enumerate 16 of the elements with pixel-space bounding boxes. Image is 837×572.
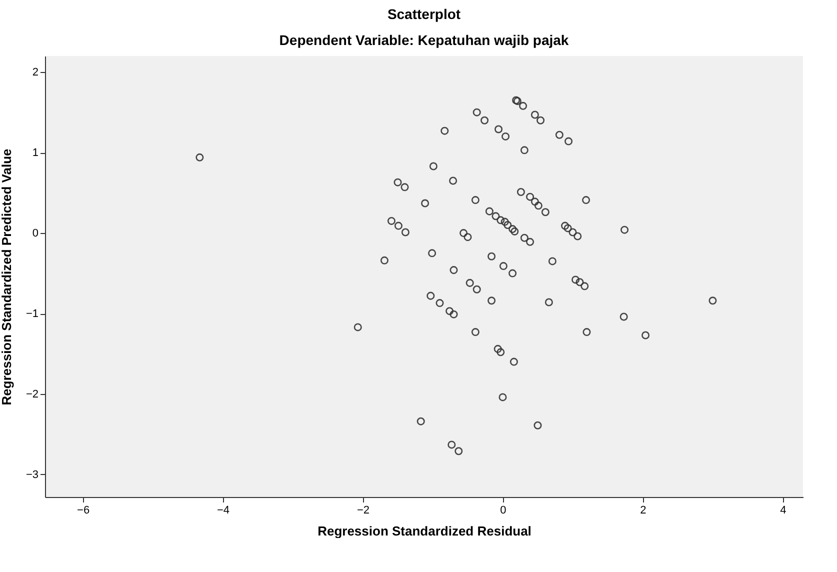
chart-subtitle: Dependent Variable: Kepatuhan wajib pajak: [279, 32, 569, 48]
x-tick-label: 2: [640, 504, 646, 516]
x-axis-title: Regression Standardized Residual: [318, 524, 532, 538]
x-tick-label: 4: [780, 504, 786, 516]
y-axis-title: Regression Standardized Predicted Value: [0, 148, 14, 406]
y-tick-label: 0: [32, 228, 38, 240]
y-tick-label: 1: [32, 147, 38, 160]
x-tick-label: −4: [217, 504, 230, 516]
y-tick-label: 2: [32, 66, 38, 79]
x-tick-label: −6: [77, 504, 90, 516]
y-tick-label: −1: [26, 308, 38, 320]
x-tick-label: 0: [500, 504, 506, 516]
y-tick-label: −2: [26, 388, 38, 400]
x-tick-label: −2: [356, 504, 370, 516]
chart-title: Scatterplot: [387, 6, 461, 22]
y-tick-label: −3: [26, 468, 38, 481]
